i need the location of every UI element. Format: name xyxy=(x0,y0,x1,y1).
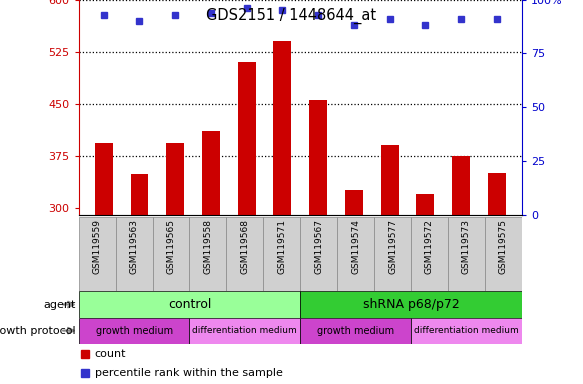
Text: growth protocol: growth protocol xyxy=(0,326,76,336)
Bar xyxy=(153,217,189,291)
Bar xyxy=(115,217,153,291)
Bar xyxy=(300,291,522,318)
Bar xyxy=(273,41,292,215)
Bar xyxy=(374,217,411,291)
Text: GSM119559: GSM119559 xyxy=(93,219,101,274)
Text: GSM119572: GSM119572 xyxy=(425,219,434,274)
Text: differentiation medium: differentiation medium xyxy=(192,326,297,335)
Bar xyxy=(79,318,189,344)
Text: shRNA p68/p72: shRNA p68/p72 xyxy=(363,298,459,311)
Bar xyxy=(452,156,470,215)
Bar xyxy=(411,318,522,344)
Bar xyxy=(202,131,220,215)
Bar xyxy=(345,190,363,215)
Bar xyxy=(264,217,300,291)
Text: GSM119574: GSM119574 xyxy=(351,219,360,274)
Text: GSM119565: GSM119565 xyxy=(167,219,175,274)
Bar xyxy=(79,217,115,291)
Bar xyxy=(131,174,149,215)
Bar xyxy=(166,143,184,215)
Text: GSM119563: GSM119563 xyxy=(129,219,139,274)
Text: GDS2151 / 1448644_at: GDS2151 / 1448644_at xyxy=(206,8,377,24)
Text: control: control xyxy=(168,298,211,311)
Text: growth medium: growth medium xyxy=(96,326,173,336)
Text: agent: agent xyxy=(43,300,76,310)
Bar xyxy=(337,217,374,291)
Text: GSM119571: GSM119571 xyxy=(278,219,286,274)
Text: GSM119568: GSM119568 xyxy=(240,219,250,274)
Text: differentiation medium: differentiation medium xyxy=(414,326,519,335)
Text: GSM119558: GSM119558 xyxy=(203,219,212,274)
Text: GSM119575: GSM119575 xyxy=(499,219,508,274)
Bar xyxy=(226,217,264,291)
Bar xyxy=(189,318,300,344)
Text: count: count xyxy=(94,349,126,359)
Bar xyxy=(416,194,434,215)
Bar xyxy=(300,217,337,291)
Bar xyxy=(238,62,255,215)
Bar xyxy=(79,291,300,318)
Bar xyxy=(189,217,226,291)
Bar xyxy=(411,217,448,291)
Bar xyxy=(485,217,522,291)
Bar xyxy=(95,143,113,215)
Text: GSM119573: GSM119573 xyxy=(462,219,471,274)
Bar xyxy=(488,173,505,215)
Bar xyxy=(381,145,399,215)
Text: growth medium: growth medium xyxy=(317,326,394,336)
Text: GSM119567: GSM119567 xyxy=(314,219,323,274)
Text: GSM119577: GSM119577 xyxy=(388,219,397,274)
Bar xyxy=(448,217,485,291)
Bar xyxy=(309,100,327,215)
Bar xyxy=(300,318,411,344)
Text: percentile rank within the sample: percentile rank within the sample xyxy=(94,368,283,378)
